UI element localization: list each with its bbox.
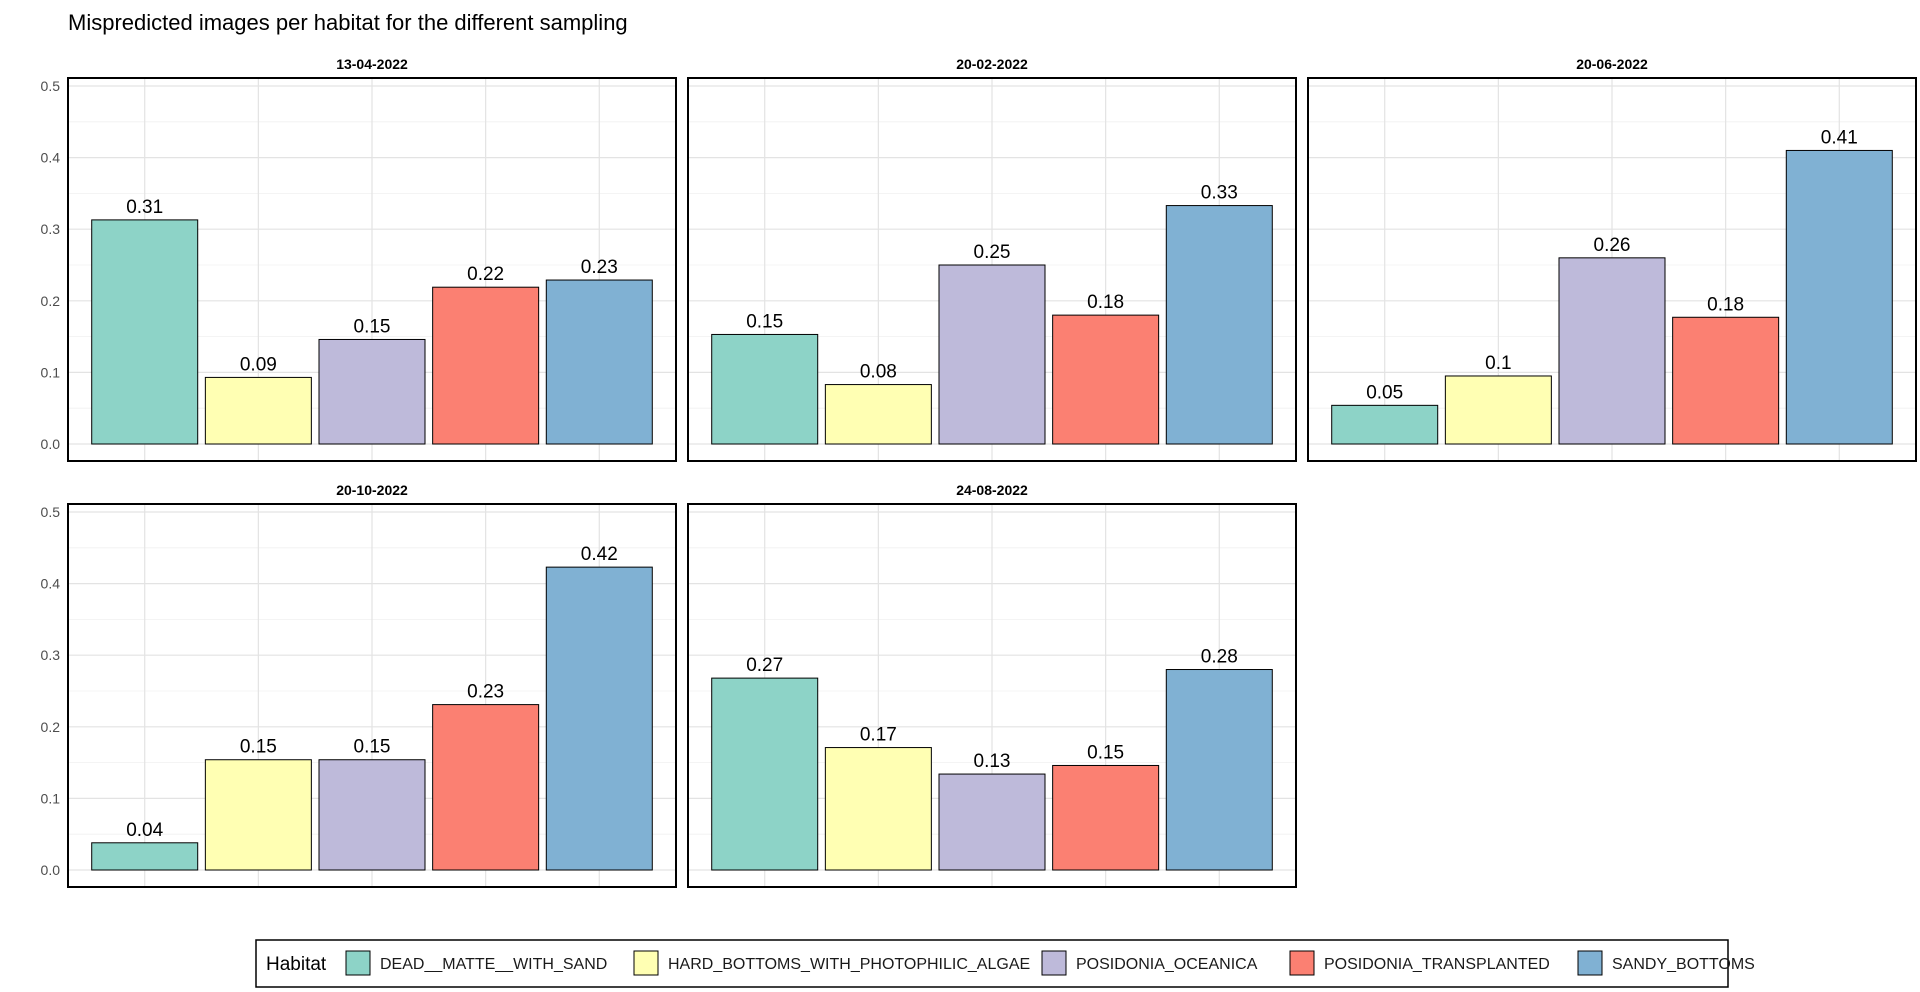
bar-value-label: 0.04 xyxy=(126,820,163,841)
legend-label: POSIDONIA_TRANSPLANTED xyxy=(1324,956,1550,973)
legend-title: Habitat xyxy=(266,954,327,975)
y-tick-label: 0.3 xyxy=(41,647,61,663)
facet-panel: 20-10-2022 0.0 0.1 0.2 0.3 0.4 0.5 0.04 0.15 0.15… xyxy=(41,482,677,888)
bar-value-label: 0.28 xyxy=(1201,647,1238,668)
legend-label: POSIDONIA_OCEANICA xyxy=(1076,956,1258,973)
facet-strip-label: 20-02-2022 xyxy=(956,56,1028,72)
bar xyxy=(1331,404,1439,445)
bar xyxy=(1672,316,1780,445)
bar xyxy=(204,759,312,871)
bar-value-label: 0.31 xyxy=(126,197,163,218)
y-tick-label: 0.3 xyxy=(41,221,61,237)
facet-panel: 20-02-2022 0.15 0.08 0.25 0.18 0.33 xyxy=(687,56,1297,462)
bar xyxy=(1052,764,1160,871)
y-tick-label: 0.2 xyxy=(41,293,61,309)
bar-value-label: 0.15 xyxy=(1087,742,1124,763)
bar xyxy=(1444,375,1552,445)
y-tick-label: 0.2 xyxy=(41,719,61,735)
y-tick-label: 0.5 xyxy=(41,78,61,94)
facet-strip-label: 20-06-2022 xyxy=(1576,56,1648,72)
bar xyxy=(545,566,653,871)
facet-panel: 13-04-2022 0.0 0.1 0.2 0.3 0.4 0.5 0.31 0.09 0.15… xyxy=(41,56,677,462)
bar-value-label: 0.09 xyxy=(240,354,277,375)
bar-value-label: 0.1 xyxy=(1485,353,1511,374)
bar xyxy=(432,704,540,871)
bar-value-label: 0.27 xyxy=(746,655,783,676)
facet-strip-label: 24-08-2022 xyxy=(956,482,1028,498)
bar xyxy=(1558,257,1666,445)
bar xyxy=(545,279,653,445)
legend-item: SANDY_BOTTOMS xyxy=(1577,950,1755,976)
y-tick-label: 0.5 xyxy=(41,504,61,520)
legend-item: DEAD__MATTE__WITH_SAND xyxy=(345,950,607,976)
bar-value-label: 0.41 xyxy=(1821,127,1858,148)
bar-value-label: 0.13 xyxy=(974,751,1011,772)
legend-label: DEAD__MATTE__WITH_SAND xyxy=(380,956,607,973)
legend-swatch xyxy=(1577,950,1603,976)
y-tick-label: 0.4 xyxy=(41,150,61,166)
bar xyxy=(432,286,540,445)
bar-value-label: 0.23 xyxy=(581,257,618,278)
bar-value-label: 0.23 xyxy=(467,682,504,703)
panel-border xyxy=(687,503,1297,888)
facet-panels: 13-04-2022 0.0 0.1 0.2 0.3 0.4 0.5 0.31 0.09 0.15… xyxy=(41,56,1917,888)
legend-swatch xyxy=(633,950,659,976)
legend-swatch xyxy=(1041,950,1067,976)
bar xyxy=(938,264,1046,445)
facet-panel: 24-08-2022 0.27 0.17 0.13 0.15 0.28 xyxy=(687,482,1297,888)
bar xyxy=(1165,669,1273,871)
chart-title: Mispredicted images per habitat for the … xyxy=(68,10,628,35)
legend-label: SANDY_BOTTOMS xyxy=(1612,956,1755,973)
bar-value-label: 0.18 xyxy=(1707,294,1744,315)
bar-value-label: 0.17 xyxy=(860,725,897,746)
panel-border xyxy=(1307,77,1917,462)
bar-value-label: 0.42 xyxy=(581,544,618,565)
legend-item: HARD_BOTTOMS_WITH_PHOTOPHILIC_ALGAE xyxy=(633,950,1030,976)
legend-label: HARD_BOTTOMS_WITH_PHOTOPHILIC_ALGAE xyxy=(668,956,1030,973)
facet-panel: 20-06-2022 0.05 0.1 0.26 0.18 0.41 xyxy=(1307,56,1917,462)
y-tick-label: 0.4 xyxy=(41,576,61,592)
bar xyxy=(824,384,932,445)
panel-border xyxy=(67,503,677,888)
legend-swatch xyxy=(345,950,371,976)
bar-value-label: 0.15 xyxy=(746,311,783,332)
bar xyxy=(938,773,1046,871)
y-tick-label: 0.1 xyxy=(41,790,61,806)
bar xyxy=(711,333,819,445)
bar xyxy=(1785,149,1893,445)
bar-value-label: 0.22 xyxy=(467,264,504,285)
bar-value-label: 0.15 xyxy=(354,737,391,758)
bar xyxy=(711,677,819,871)
bar-value-label: 0.08 xyxy=(860,362,897,383)
legend-swatch xyxy=(1289,950,1315,976)
bar-value-label: 0.25 xyxy=(974,242,1011,263)
bar xyxy=(824,747,932,871)
bar xyxy=(1165,205,1273,445)
y-tick-label: 0.0 xyxy=(41,436,61,452)
bar xyxy=(318,338,426,445)
bar-value-label: 0.33 xyxy=(1201,183,1238,204)
bar-value-label: 0.15 xyxy=(240,737,277,758)
bar xyxy=(91,219,199,445)
facet-strip-label: 20-10-2022 xyxy=(336,482,408,498)
legend-box xyxy=(255,939,1729,988)
legend-item: POSIDONIA_OCEANICA xyxy=(1041,950,1258,976)
panel-border xyxy=(67,77,677,462)
bar xyxy=(204,376,312,445)
facet-strip-label: 13-04-2022 xyxy=(336,56,408,72)
legend-item: POSIDONIA_TRANSPLANTED xyxy=(1289,950,1550,976)
bar-value-label: 0.05 xyxy=(1366,382,1403,403)
y-tick-label: 0.0 xyxy=(41,862,61,878)
bar-value-label: 0.26 xyxy=(1594,235,1631,256)
y-tick-label: 0.1 xyxy=(41,364,61,380)
bar xyxy=(91,842,199,871)
bar xyxy=(318,759,426,871)
bar-value-label: 0.18 xyxy=(1087,292,1124,313)
bar xyxy=(1052,314,1160,445)
legend: Habitat DEAD__MATTE__WITH_SAND HARD_BOTTO… xyxy=(255,939,1755,988)
bar-value-label: 0.15 xyxy=(354,316,391,337)
panel-border xyxy=(687,77,1297,462)
